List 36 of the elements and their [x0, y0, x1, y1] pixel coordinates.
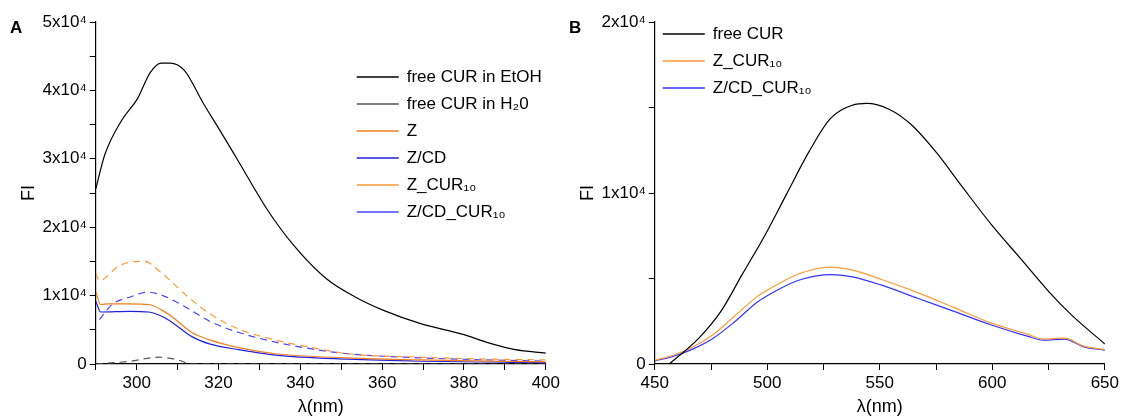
y-tick-label: 1x10⁴: [42, 285, 87, 305]
legend-label: Z/CD_CUR₁₀: [712, 77, 812, 97]
y-tick-label: 1x10⁴: [601, 182, 646, 202]
x-tick-label: 380: [449, 372, 479, 392]
x-tick-label: 500: [753, 372, 782, 392]
legend-label: Z/CD_CUR₁₀: [406, 201, 506, 221]
x-tick-label: 450: [640, 372, 669, 392]
x-tick-label: 360: [367, 372, 397, 392]
text: A: [10, 18, 23, 38]
y-axis-title: FI: [17, 185, 38, 201]
x-tick-label: 550: [865, 372, 894, 392]
y-tick-label: 3x10⁴: [42, 148, 87, 168]
x-tick-label: 320: [204, 372, 233, 392]
x-axis-title: λ(nm): [856, 396, 903, 417]
y-tick-label: 4x10⁴: [42, 80, 87, 100]
legend-label: Z_CUR₁₀: [712, 50, 783, 70]
legend-label: Z_CUR₁₀: [406, 174, 477, 194]
x-tick-label: 600: [978, 372, 1007, 392]
y-tick-label: 0: [77, 353, 87, 373]
x-tick-label: 400: [531, 372, 561, 392]
legend-label: free CUR: [712, 23, 784, 43]
y-tick-label: 2x10⁴: [601, 11, 646, 31]
legend-label: Z/CD: [406, 147, 447, 167]
x-axis-title: λ(nm): [297, 396, 344, 417]
x-tick-label: 300: [122, 372, 151, 392]
y-tick-label: 2x10⁴: [42, 216, 87, 236]
line-series: [95, 260, 546, 361]
legend-label: free CUR in EtOH: [406, 66, 542, 86]
legend-label: Z: [406, 120, 418, 140]
text: B: [569, 18, 582, 38]
y-tick-label: 0: [636, 353, 646, 373]
x-tick-label: 650: [1090, 372, 1120, 392]
legend-label: free CUR in H₂0: [406, 93, 529, 113]
x-tick-label: 340: [286, 372, 315, 392]
y-tick-label: 5x10⁴: [42, 11, 87, 31]
y-axis-title: FI: [576, 185, 597, 201]
